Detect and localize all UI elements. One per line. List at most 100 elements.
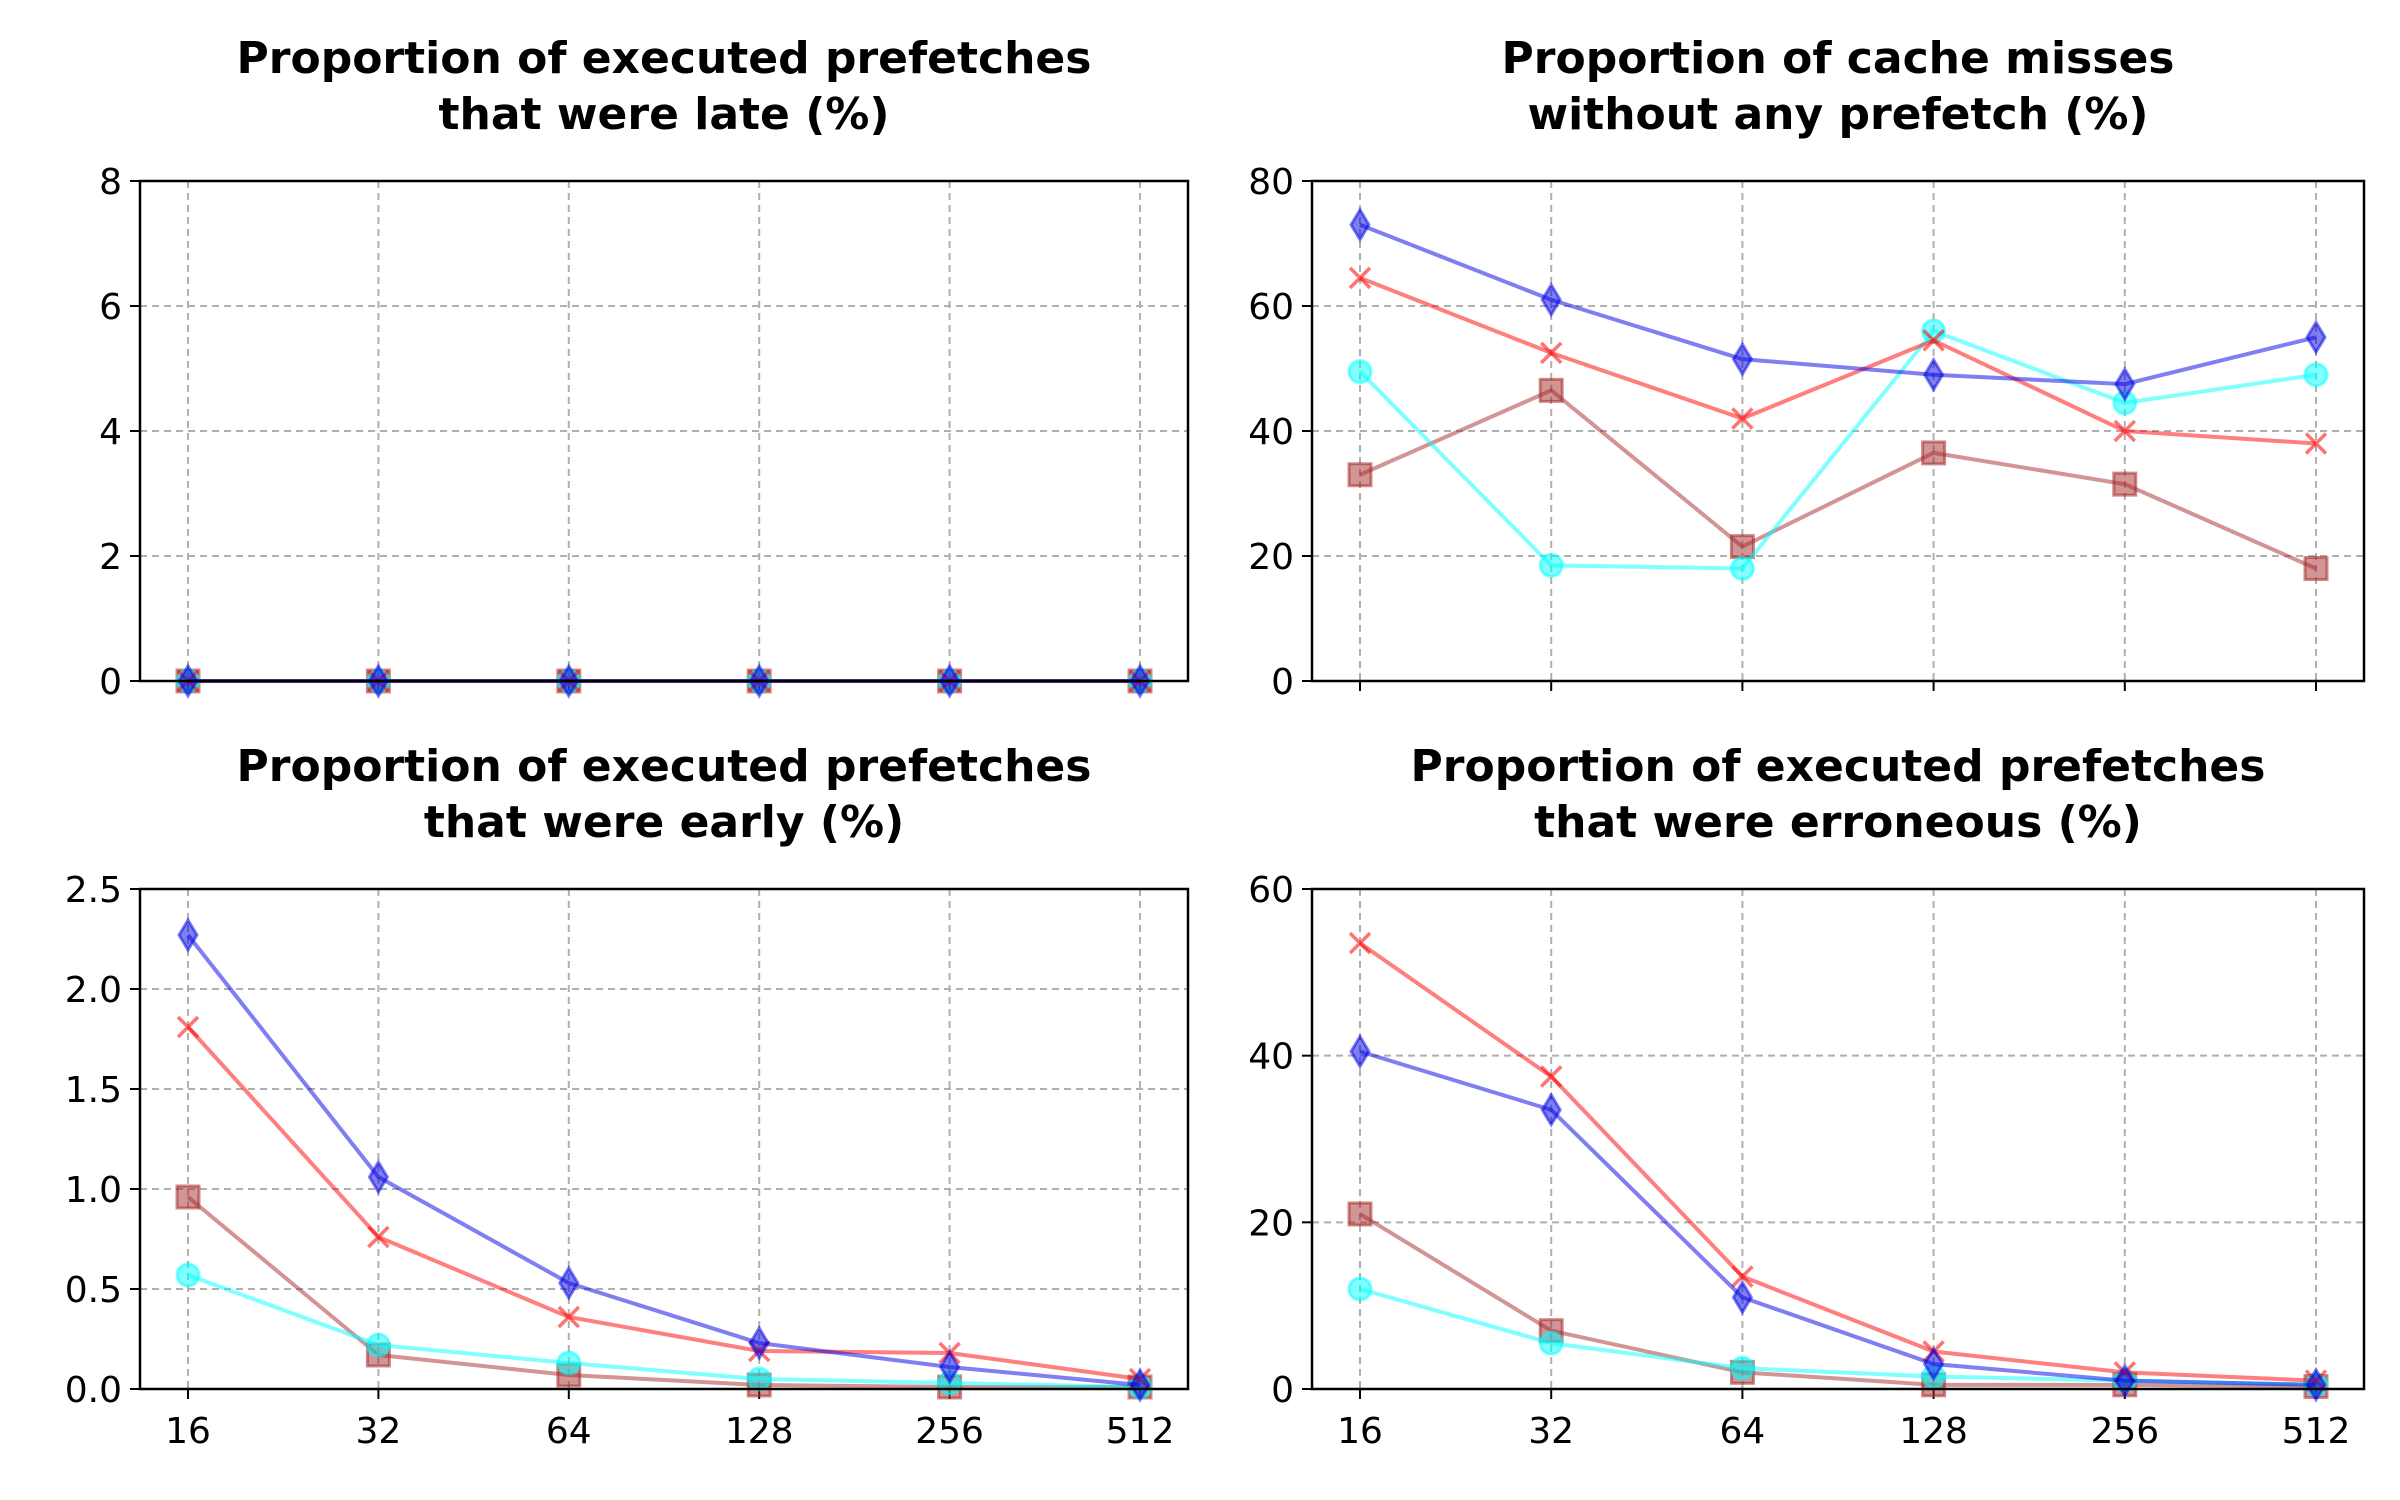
data-point-x [1348, 931, 1372, 955]
chart-title: that were early (%) [424, 797, 904, 848]
chart-title: that were erroneous (%) [1534, 797, 2142, 848]
data-point-x [367, 1225, 390, 1249]
data-point-circle [1347, 359, 1373, 385]
data-point-x [1731, 1265, 1754, 1288]
y-tick-label: 60 [1248, 287, 1294, 328]
chart-title: that were late (%) [438, 89, 889, 140]
data-point-x [557, 1305, 581, 1329]
series-line-diamond [1359, 1049, 2317, 1387]
data-point-diamond [1922, 356, 1945, 393]
y-tick-label: 2.5 [65, 870, 122, 911]
series-line-square [1358, 1212, 2317, 1389]
chart-title: without any prefetch (%) [1527, 89, 2148, 140]
data-point-diamond [1731, 341, 1754, 378]
chart-title: Proportion of executed prefetches [237, 741, 1092, 792]
x-tick-label: 512 [2282, 1411, 2351, 1452]
axes-frame [138, 179, 1190, 683]
series-line-x [186, 1025, 1141, 1381]
y-tick-label: 40 [1248, 1037, 1294, 1078]
data-point-circle [2303, 362, 2329, 388]
data-point-circle [365, 1332, 391, 1358]
data-point-x [2113, 419, 2137, 443]
data-point-diamond [1349, 206, 1371, 243]
data-point-diamond [938, 1349, 961, 1385]
y-tick-label: 0 [99, 662, 122, 703]
series-line-square [1359, 388, 2317, 571]
y-tick-label: 60 [1248, 870, 1294, 911]
x-tick-label: 64 [1719, 1411, 1765, 1452]
chart-title: Proportion of executed prefetches [237, 33, 1092, 84]
y-tick-label: 0.0 [65, 1370, 122, 1411]
series-line-x [1359, 276, 2317, 446]
data-point-diamond [2114, 366, 2136, 403]
data-point-diamond [1731, 1279, 1754, 1316]
data-point-square [175, 1184, 201, 1210]
data-point-diamond [2305, 319, 2327, 356]
data-point-square [1921, 440, 1947, 466]
data-point-square [2112, 471, 2138, 497]
x-tick-label: 256 [915, 1411, 984, 1452]
data-point-square [1729, 534, 1755, 560]
data-point-x [1922, 329, 1945, 352]
data-point-circle [746, 1366, 772, 1392]
y-tick-label: 1.5 [65, 1070, 122, 1111]
data-point-square [1347, 462, 1373, 488]
data-point-diamond [177, 917, 199, 953]
data-point-circle [1538, 1330, 1564, 1356]
data-point-diamond [1922, 1346, 1945, 1382]
y-tick-label: 8 [99, 162, 122, 203]
x-tick-label: 256 [2090, 1411, 2159, 1452]
series-line-x [1358, 941, 2317, 1383]
data-point-diamond [1129, 1367, 1151, 1403]
data-point-diamond [748, 1325, 770, 1361]
y-tick-label: 1.0 [65, 1170, 122, 1211]
data-point-x [1348, 266, 1372, 290]
data-point-diamond [367, 1159, 390, 1195]
y-tick-label: 6 [99, 287, 122, 328]
y-tick-label: 2.0 [65, 970, 122, 1011]
data-point-square [1347, 1201, 1373, 1227]
axes-frame [138, 887, 1190, 1391]
data-point-circle [1347, 1276, 1373, 1302]
data-point-diamond [1540, 281, 1562, 318]
data-point-square [2303, 556, 2329, 581]
data-point-circle [1729, 1355, 1755, 1381]
x-tick-label: 32 [355, 1411, 401, 1452]
axes-frame [1310, 179, 2366, 683]
data-point-diamond [1349, 1033, 1371, 1070]
y-tick-label: 2 [99, 537, 122, 578]
series-line-diamond [1359, 222, 2317, 387]
y-tick-label: 40 [1248, 412, 1294, 453]
data-point-x [2304, 432, 2328, 455]
x-tick-label: 128 [725, 1411, 794, 1452]
data-point-diamond [558, 1265, 580, 1301]
y-tick-label: 0 [1271, 1370, 1294, 1411]
x-tick-label: 16 [165, 1411, 211, 1452]
y-tick-label: 4 [99, 412, 122, 453]
data-point-x [1731, 407, 1754, 430]
chart-title: Proportion of executed prefetches [1411, 741, 2266, 792]
series-line-circle [187, 1273, 1141, 1389]
data-point-circle [1729, 556, 1755, 581]
data-point-circle [1538, 552, 1564, 578]
data-point-diamond [2305, 1366, 2327, 1403]
chart-title: Proportion of cache misses [1502, 33, 2175, 84]
data-point-circle [556, 1350, 582, 1376]
data-point-x [1539, 1065, 1563, 1088]
data-point-diamond [1540, 1091, 1562, 1128]
series-line-diamond [186, 933, 1141, 1387]
y-tick-label: 20 [1248, 537, 1294, 578]
y-tick-label: 0 [1271, 662, 1294, 703]
x-tick-label: 16 [1337, 1411, 1383, 1452]
axes-frame [1310, 887, 2366, 1391]
data-point-x [176, 1015, 200, 1039]
series-line-circle [1358, 328, 2317, 571]
data-point-square [1538, 377, 1564, 403]
data-point-circle [175, 1262, 201, 1288]
x-tick-label: 32 [1528, 1411, 1574, 1452]
x-tick-label: 512 [1106, 1411, 1175, 1452]
data-point-x [1539, 341, 1563, 365]
